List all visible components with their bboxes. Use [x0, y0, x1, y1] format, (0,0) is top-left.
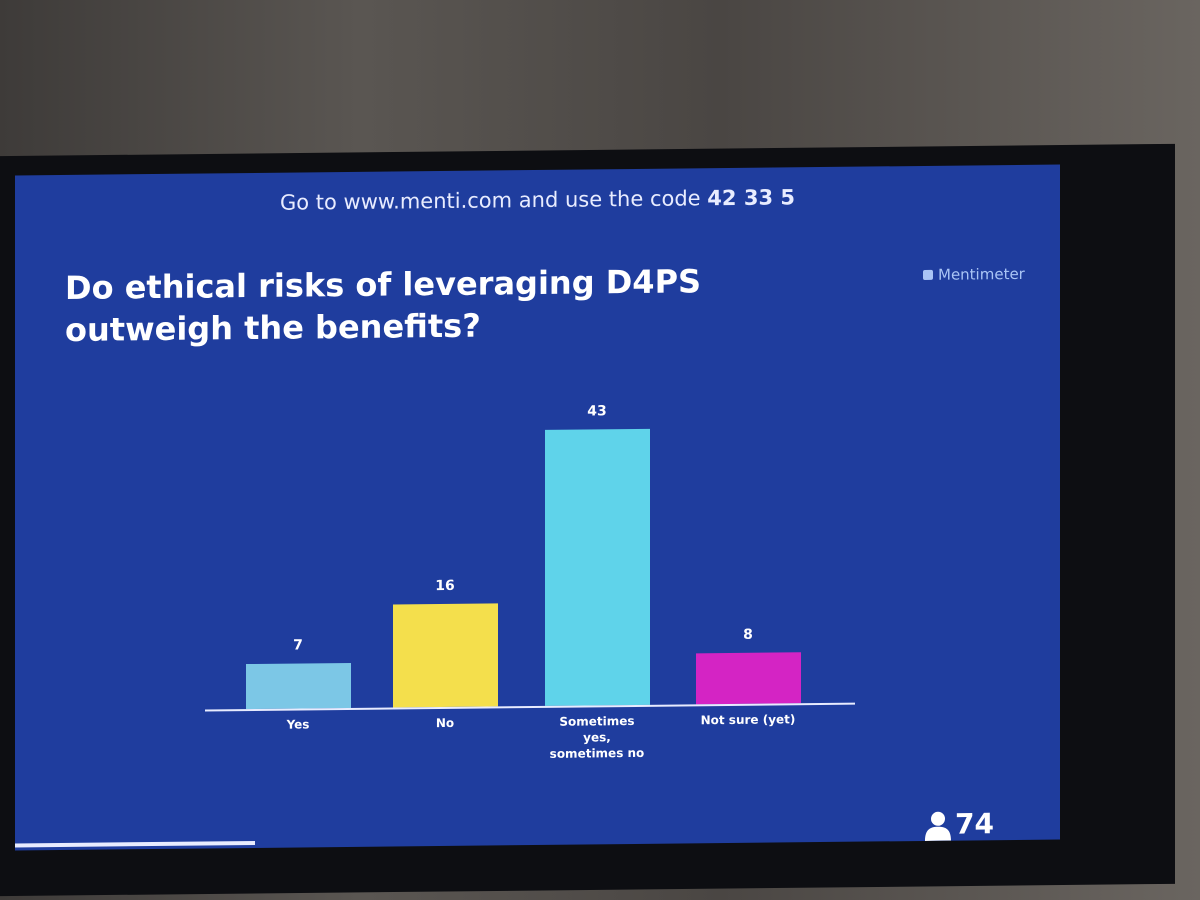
access-code: 42 33 5	[707, 185, 795, 211]
instruction: Go to www.menti.com and use the code 42 …	[15, 183, 1060, 218]
value-label: 7	[293, 637, 303, 654]
participant-count: 74	[955, 807, 994, 841]
bar	[544, 428, 650, 706]
value-label: 8	[743, 626, 753, 643]
bar	[695, 651, 801, 705]
brand: Mentimeter	[923, 265, 1025, 284]
progress-bar	[15, 840, 255, 848]
category-label: No	[435, 715, 455, 731]
category-label: Sometimes yes, sometimes no	[549, 713, 645, 761]
category-label: Not sure (yet)	[700, 712, 796, 728]
value-label: 16	[435, 578, 455, 595]
value-label: 43	[587, 403, 607, 420]
bar	[392, 603, 498, 708]
category-label: Yes	[286, 717, 310, 732]
participant-icon	[925, 811, 951, 841]
bar	[245, 663, 351, 710]
instruction-text: Go to www.menti.com and use the code	[280, 186, 701, 215]
chart-title: Do ethical risks of leveraging D4PS outw…	[65, 262, 702, 349]
slide: Go to www.menti.com and use the code 42 …	[15, 164, 1060, 851]
